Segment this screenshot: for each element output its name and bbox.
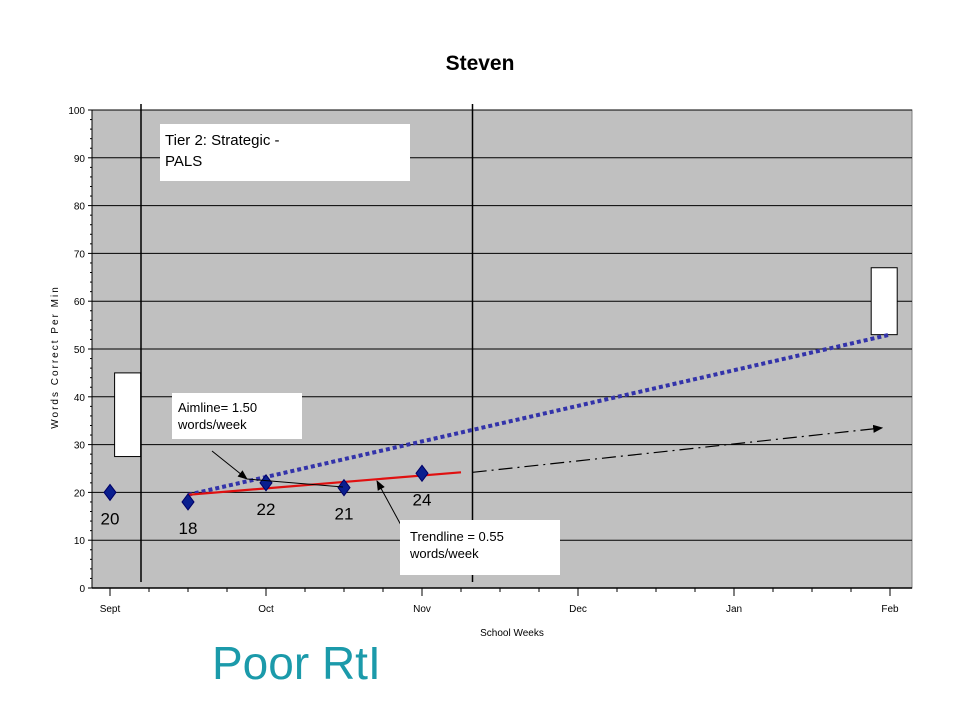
y-tick-label: 0 xyxy=(79,584,85,595)
tier-label-box: Tier 2: Strategic - PALS xyxy=(160,124,410,181)
x-tick-label: Dec xyxy=(569,604,587,615)
data-point-label: 20 xyxy=(101,509,120,528)
y-tick-label: 20 xyxy=(74,488,86,499)
aimline-label-box: Aimline= 1.50 words/week xyxy=(172,393,302,439)
x-tick-label: Sept xyxy=(100,604,121,615)
data-point-label: 22 xyxy=(257,500,276,519)
y-tick-label: 30 xyxy=(74,441,86,452)
goal-bar xyxy=(114,372,142,458)
x-tick-label: Oct xyxy=(258,604,274,615)
data-point-label: 24 xyxy=(413,490,432,509)
x-tick-label: Feb xyxy=(881,604,899,615)
y-tick-label: 70 xyxy=(74,249,86,260)
x-axis-title: School Weeks xyxy=(480,628,544,639)
y-tick-label: 10 xyxy=(74,536,86,547)
x-tick-label: Jan xyxy=(726,604,742,615)
data-point-label: 18 xyxy=(179,519,198,538)
data-point xyxy=(181,493,195,511)
data-point-label: 21 xyxy=(335,505,354,524)
y-tick-label: 60 xyxy=(74,297,86,308)
trendline-line xyxy=(187,471,462,496)
data-point xyxy=(103,483,117,502)
y-axis-title: Words Correct Per Min xyxy=(50,285,61,429)
y-tick-label: 100 xyxy=(68,106,85,117)
y-tick-label: 80 xyxy=(74,202,86,213)
aimline-pointer-line xyxy=(246,478,344,488)
footer-caption: Poor RtI xyxy=(212,637,381,689)
y-tick-label: 90 xyxy=(74,154,86,165)
aimline-line xyxy=(187,332,891,497)
chart-title: Steven xyxy=(445,52,515,75)
aimline-pointer-arrow xyxy=(211,450,248,480)
x-tick-label: Nov xyxy=(413,604,431,615)
trendline-label-box: Trendline = 0.55 words/week xyxy=(400,520,560,575)
data-point xyxy=(337,478,351,497)
goal-bar xyxy=(870,267,898,336)
y-tick-label: 40 xyxy=(74,393,86,404)
data-point xyxy=(415,464,429,483)
plot-area: 0 10 20 30 40 50 60 70 80 90 100 Sept Oct Nov Dec Jan Fe… xyxy=(50,104,913,639)
projected-trend-line xyxy=(472,424,884,473)
y-tick-label: 50 xyxy=(74,345,86,356)
